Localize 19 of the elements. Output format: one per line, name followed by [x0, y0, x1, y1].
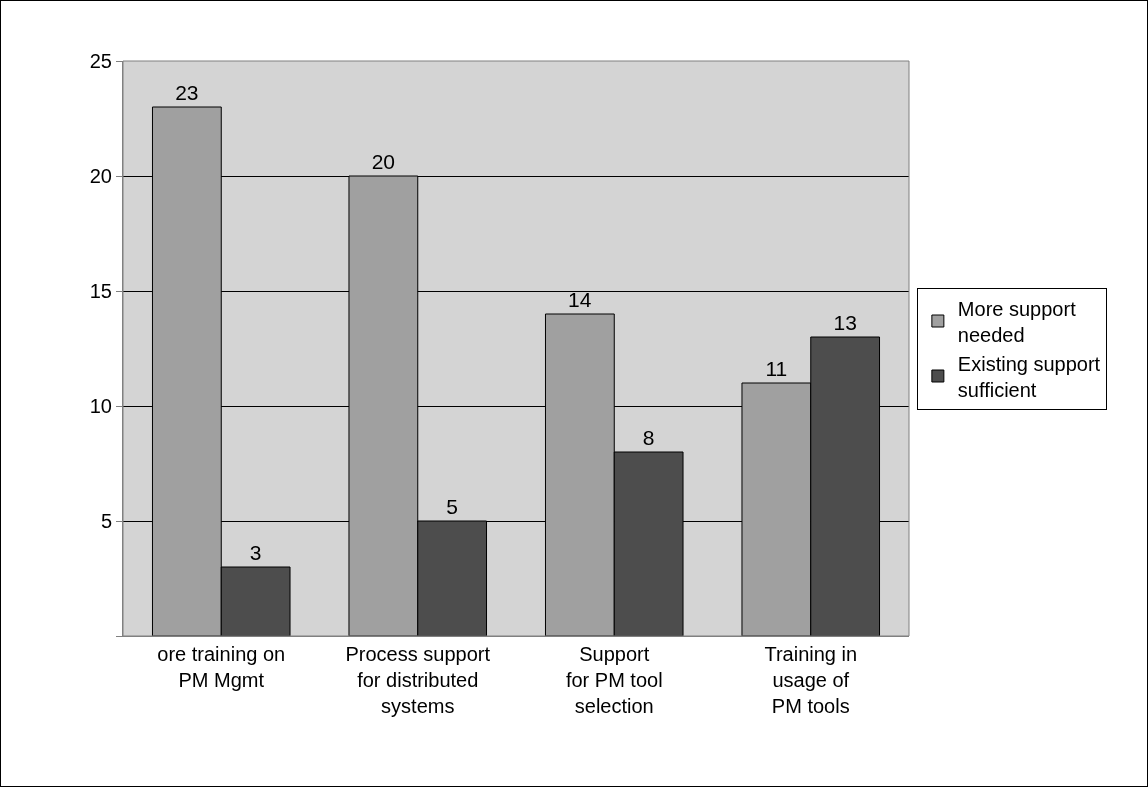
y-tick-label: 20: [89, 165, 112, 187]
x-tick-label: ore training on PM Mgmt: [157, 643, 286, 691]
y-tick-label: 5: [100, 510, 112, 532]
data-label: 5: [446, 495, 458, 518]
data-label: 3: [249, 541, 262, 564]
y-tick-label: 10: [89, 395, 112, 417]
y-tick-label: 25: [89, 50, 112, 72]
x-tick-label: Process support for distributed systems: [345, 643, 491, 717]
data-label: 23: [175, 81, 199, 104]
data-label: 13: [833, 311, 857, 334]
y-tick-label: 15: [89, 280, 112, 302]
data-label: 20: [371, 150, 396, 173]
data-label: 8: [642, 426, 655, 449]
data-label: 11: [765, 357, 788, 380]
legend-label: Existing support sufficient: [957, 352, 1101, 401]
x-tick-label: Support for PM tool selection: [565, 643, 663, 717]
data-label: 14: [568, 288, 592, 311]
legend-label: More support needed: [957, 297, 1077, 346]
x-tick-label: Training in usage of PM tools: [764, 643, 858, 717]
